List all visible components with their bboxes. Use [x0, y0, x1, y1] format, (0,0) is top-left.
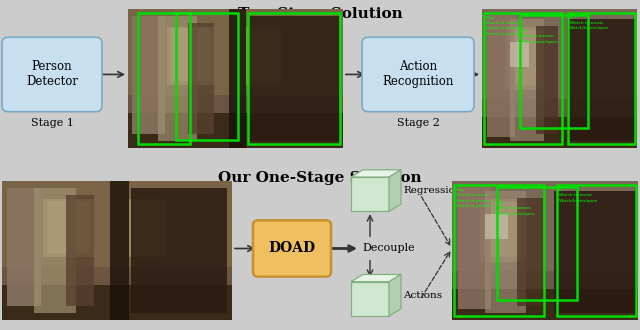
- Bar: [166, 27, 214, 85]
- Bar: [484, 202, 521, 257]
- Bar: [351, 177, 389, 211]
- Bar: [452, 289, 638, 320]
- Bar: [171, 28, 210, 81]
- Bar: [557, 185, 636, 316]
- Text: Sit
Arch to person
Play music/open: Sit Arch to person Play music/open: [499, 201, 534, 215]
- Text: Action
Recognition: Action Recognition: [382, 60, 454, 88]
- Text: b
Watch to music
Watch/listen/open: b Watch to music Watch/listen/open: [570, 16, 609, 30]
- Bar: [2, 181, 232, 320]
- Bar: [246, 27, 281, 85]
- Bar: [131, 188, 227, 313]
- Text: DOAD: DOAD: [268, 242, 316, 255]
- Bar: [508, 30, 540, 85]
- Bar: [128, 9, 343, 148]
- Text: b
Watch to music
Watch/listen/open: b Watch to music Watch/listen/open: [559, 188, 598, 203]
- Bar: [67, 195, 94, 306]
- Bar: [132, 16, 164, 134]
- Text: Sit
Arch to person
Play music/open: Sit Arch to person Play music/open: [522, 29, 557, 44]
- Bar: [248, 13, 340, 144]
- Text: Play
Stand to music
Stand to person
Stand to person: Play Stand to music Stand to person Stan…: [456, 188, 491, 208]
- Bar: [454, 185, 544, 316]
- Text: Two-Stage Solution: Two-Stage Solution: [237, 7, 403, 21]
- Bar: [486, 15, 515, 137]
- Bar: [110, 181, 129, 320]
- Bar: [129, 199, 165, 257]
- Bar: [351, 282, 389, 316]
- Text: Decouple: Decouple: [362, 244, 415, 253]
- Bar: [128, 9, 343, 95]
- Bar: [482, 9, 637, 99]
- Bar: [34, 188, 76, 313]
- Polygon shape: [389, 275, 401, 316]
- Bar: [486, 191, 526, 313]
- Bar: [128, 113, 343, 148]
- Bar: [505, 27, 544, 89]
- Bar: [520, 15, 588, 128]
- FancyBboxPatch shape: [2, 37, 102, 112]
- Bar: [188, 23, 214, 134]
- Text: Stage 1: Stage 1: [31, 118, 74, 128]
- Text: Actions: Actions: [403, 291, 442, 300]
- Bar: [138, 13, 190, 144]
- Bar: [480, 199, 526, 262]
- Polygon shape: [389, 170, 401, 211]
- Bar: [6, 188, 41, 306]
- FancyBboxPatch shape: [253, 220, 331, 277]
- Bar: [484, 13, 562, 144]
- Bar: [482, 117, 637, 148]
- Bar: [248, 16, 339, 141]
- Polygon shape: [351, 275, 401, 282]
- Bar: [452, 181, 638, 320]
- Bar: [482, 9, 637, 148]
- Bar: [158, 16, 197, 141]
- Bar: [510, 19, 544, 141]
- Bar: [48, 201, 90, 253]
- Bar: [517, 198, 543, 306]
- Text: Stage 2: Stage 2: [397, 118, 440, 128]
- Bar: [458, 187, 491, 309]
- Bar: [497, 187, 577, 300]
- Polygon shape: [351, 170, 401, 177]
- Bar: [2, 285, 232, 320]
- Text: Play
Stand to music
Stand to person
Stand to person: Play Stand to music Stand to person Stan…: [486, 16, 521, 36]
- Bar: [536, 26, 558, 134]
- Bar: [2, 181, 232, 267]
- Text: Our One-Stage Solution: Our One-Stage Solution: [218, 171, 422, 185]
- Bar: [510, 42, 529, 67]
- Bar: [229, 9, 246, 148]
- Bar: [567, 19, 636, 141]
- Bar: [452, 181, 638, 271]
- Text: Person
Detector: Person Detector: [26, 60, 78, 88]
- Bar: [568, 13, 635, 144]
- Bar: [176, 13, 238, 140]
- FancyBboxPatch shape: [362, 37, 474, 112]
- Bar: [554, 191, 636, 313]
- Text: Regression: Regression: [403, 186, 461, 195]
- Bar: [486, 214, 508, 239]
- Bar: [44, 199, 94, 257]
